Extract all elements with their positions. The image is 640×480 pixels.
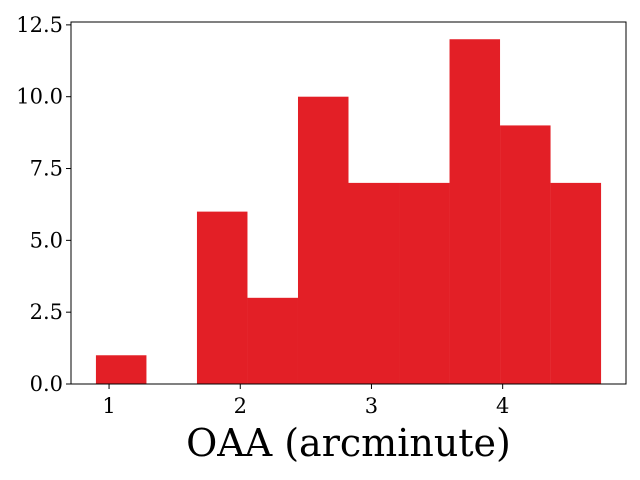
histogram-bar-8 bbox=[500, 125, 551, 384]
histogram-bar-5 bbox=[348, 182, 400, 384]
x-tick-label: 4 bbox=[496, 394, 509, 418]
histogram-bar-6 bbox=[399, 182, 450, 384]
x-tick-label: 2 bbox=[234, 394, 247, 418]
y-tick-label: 0.0 bbox=[30, 372, 63, 396]
histogram-bar-4 bbox=[297, 96, 349, 384]
histogram-bar-0 bbox=[95, 355, 147, 384]
y-axis-ticks: 0.0 2.5 5.0 7.5 10.0 12.5 bbox=[16, 13, 71, 396]
plot-frame bbox=[70, 21, 627, 385]
x-tick-label: 1 bbox=[102, 394, 115, 418]
y-tick-label: 2.5 bbox=[30, 300, 63, 324]
histogram-bar-9 bbox=[550, 182, 602, 384]
x-axis-ticks: 1 2 3 4 bbox=[102, 384, 509, 418]
y-tick-label: 7.5 bbox=[30, 157, 63, 181]
histogram-bar-2 bbox=[196, 211, 248, 384]
x-axis-title: OAA (arcminute) bbox=[186, 421, 511, 465]
y-tick-label: 12.5 bbox=[16, 13, 63, 37]
histogram-bars bbox=[95, 39, 602, 384]
y-tick-label: 5.0 bbox=[30, 228, 63, 252]
histogram-bar-3 bbox=[247, 297, 298, 384]
histogram-bar-7 bbox=[449, 39, 501, 384]
x-tick-label: 3 bbox=[365, 394, 378, 418]
y-tick-label: 10.0 bbox=[16, 85, 63, 109]
